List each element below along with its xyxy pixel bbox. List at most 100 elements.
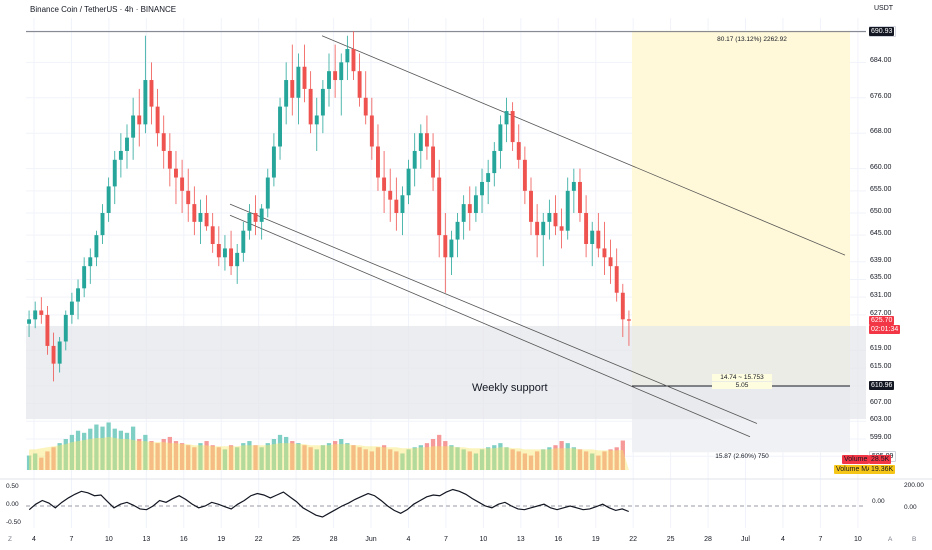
candle-body <box>363 97 368 116</box>
volume-bar <box>124 432 130 470</box>
price-tag: 610.96 <box>869 380 895 390</box>
legend-tag-name: Volume <box>842 455 870 464</box>
candle-body <box>626 319 631 321</box>
candle-body <box>614 266 619 293</box>
volume-bar <box>608 449 613 470</box>
candle-body <box>143 80 148 125</box>
volume-ma-area <box>29 436 629 470</box>
candle-body <box>290 80 295 98</box>
y-tick-label: 668.00 <box>870 128 892 136</box>
candle-body <box>76 288 80 302</box>
candle-body <box>82 266 87 289</box>
candle-body <box>180 177 185 191</box>
oscillator-line <box>28 488 629 518</box>
volume-bar <box>69 434 75 470</box>
volume-bar <box>479 449 485 470</box>
x-tick-label: 19 <box>591 536 600 543</box>
candle-body <box>131 115 136 138</box>
volume-bar <box>112 428 117 470</box>
volume-bar <box>118 430 124 470</box>
candle-body <box>186 190 191 205</box>
volume-bar <box>39 457 44 470</box>
volume-bar <box>345 443 350 470</box>
volume-bar <box>516 451 521 470</box>
volume-bar <box>602 451 607 470</box>
candle-body <box>45 314 50 346</box>
candle-body <box>88 257 93 267</box>
volume-bar <box>400 453 405 470</box>
volume-bar <box>571 447 576 470</box>
volume-bar <box>290 441 295 470</box>
volume-bar <box>577 449 583 470</box>
volume-bar <box>418 445 423 470</box>
oscillator-tick-label: -0.50 <box>6 519 21 527</box>
candle-body <box>388 190 393 200</box>
candle-body <box>259 208 264 222</box>
candle-body <box>406 168 411 196</box>
x-tick-label: 13 <box>142 536 151 543</box>
volume-bar <box>155 443 160 470</box>
volume-bar <box>486 447 491 470</box>
candle-body <box>602 248 607 258</box>
candle-body <box>63 314 68 342</box>
volume-bar <box>449 445 454 470</box>
candle-body <box>351 49 356 72</box>
volume-bar <box>106 422 111 470</box>
candle-body <box>210 226 215 244</box>
volume-bar <box>522 453 528 470</box>
volume-bar <box>271 439 277 470</box>
volume-bar <box>559 441 564 470</box>
volume-bar <box>430 439 436 470</box>
candle-body <box>278 106 282 147</box>
volume-bar <box>26 455 32 470</box>
volume-bar <box>332 441 338 470</box>
candle-body <box>535 221 540 236</box>
candle-body <box>529 190 533 222</box>
volume-bar <box>186 445 191 470</box>
candle-body <box>229 248 234 267</box>
volume-bar <box>143 434 148 470</box>
volume-bar <box>302 445 307 470</box>
candle-body <box>437 177 442 236</box>
candle-body <box>590 230 595 244</box>
y-tick-label: 635.00 <box>870 274 892 282</box>
candle-body <box>204 212 209 227</box>
volume-bar <box>130 426 136 470</box>
candle-body <box>155 106 160 134</box>
volume-bar <box>381 445 387 470</box>
candle-body <box>112 159 117 187</box>
candle-body <box>216 244 221 258</box>
volume-bar <box>75 430 81 470</box>
volume-bar <box>406 449 411 470</box>
x-tick-label: Jul <box>741 536 750 543</box>
lower-trendline-2 <box>229 214 751 438</box>
volume-bar <box>388 449 393 470</box>
candle-body <box>149 80 154 107</box>
volume-bar <box>394 451 399 470</box>
candle-body <box>522 159 527 191</box>
candle-body <box>394 199 399 213</box>
oscillator-tick-label: 0.50 <box>6 482 19 490</box>
x-tick-label: 4 <box>781 536 785 543</box>
volume-bar <box>63 439 68 470</box>
volume-bar <box>192 447 197 470</box>
y-tick-label: 645.00 <box>870 230 892 238</box>
y-tick-label: 615.00 <box>870 363 892 371</box>
volume-bar <box>33 453 38 470</box>
x-tick-label: 25 <box>666 536 675 543</box>
volume-bar <box>320 445 326 470</box>
volume-bar <box>583 451 589 470</box>
candle-body <box>467 204 472 213</box>
volume-bar <box>179 443 185 470</box>
candle-body <box>100 212 105 236</box>
volume-bar <box>492 445 497 470</box>
candle-body <box>222 248 227 258</box>
symbol-title: Binance Coin / TetherUS · 4h · BINANCE <box>30 5 177 14</box>
candle-body <box>345 49 350 63</box>
y-tick-label: 650.00 <box>870 207 892 215</box>
candle-body <box>492 150 497 174</box>
oscillator-right-tick: 0.00 <box>872 498 885 506</box>
x-tick-label: 7 <box>443 536 448 543</box>
volume-bar <box>614 447 619 470</box>
